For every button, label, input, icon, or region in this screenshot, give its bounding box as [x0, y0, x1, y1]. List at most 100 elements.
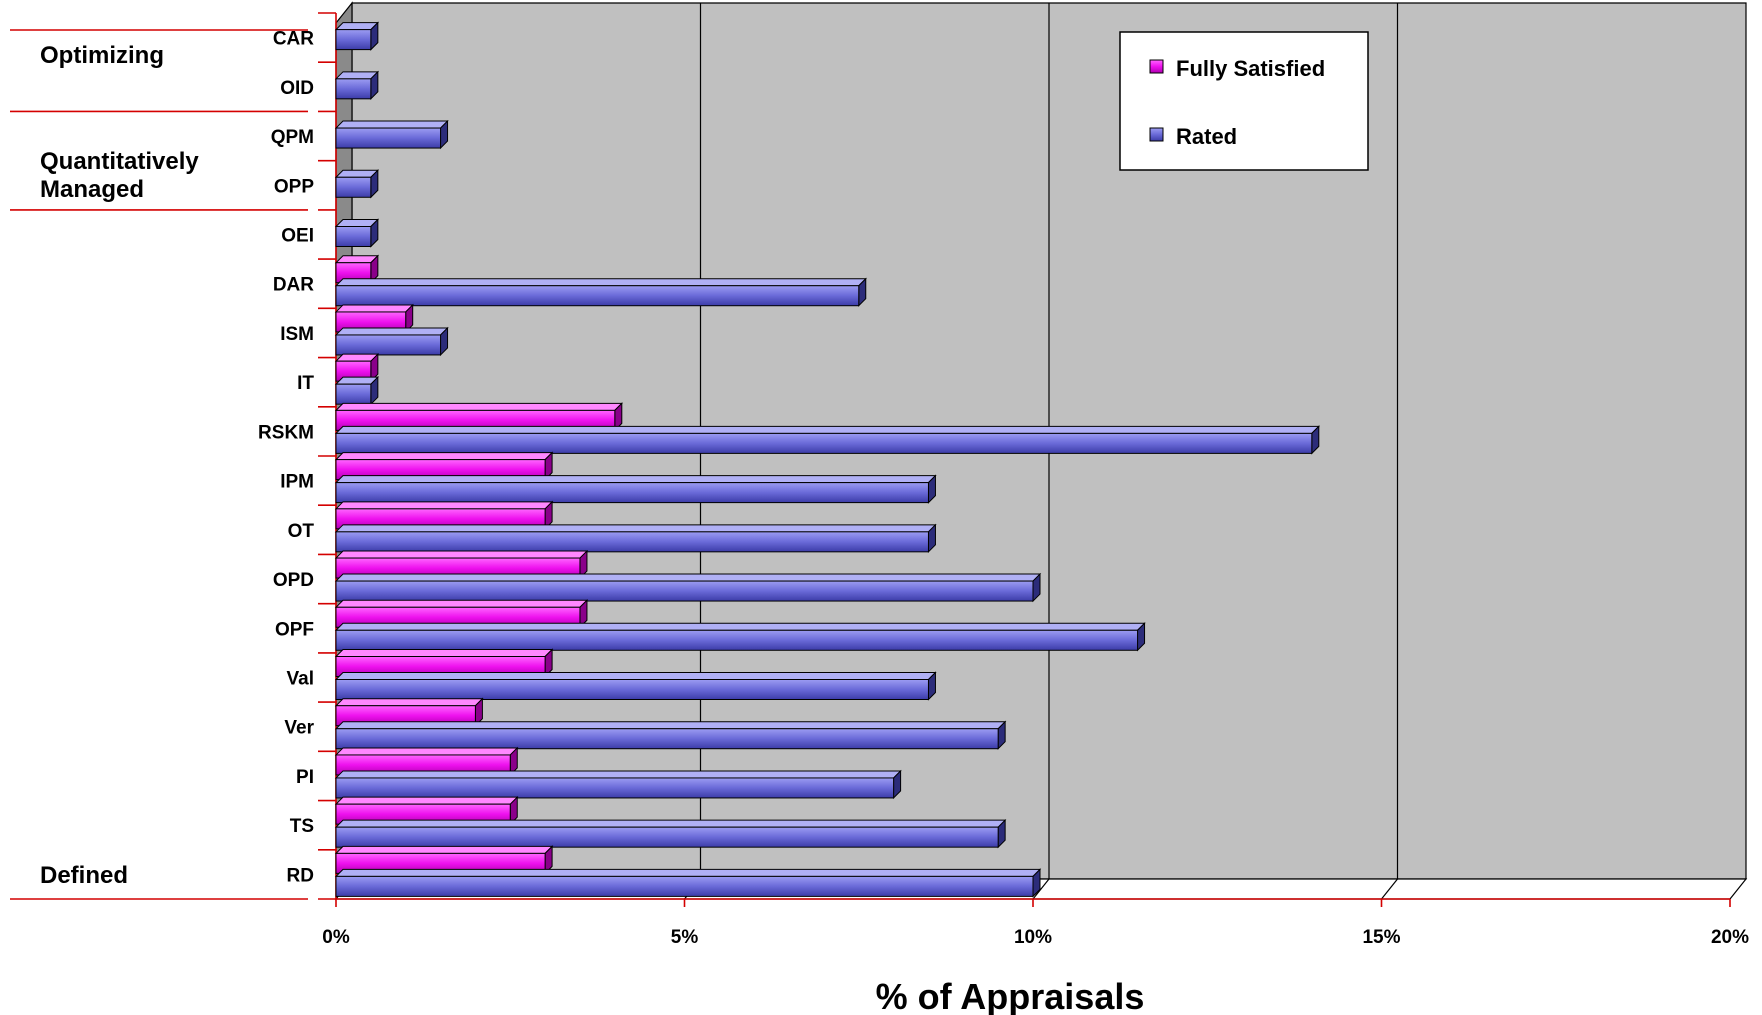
gridline-floor [1032, 878, 1050, 900]
category-label: CAR [273, 29, 314, 50]
group-label: Quantitatively [40, 148, 199, 175]
x-tick-label: 0% [322, 927, 350, 948]
bar-front-face [335, 29, 372, 51]
bar-front-face [335, 432, 1313, 454]
category-label: DAR [273, 275, 314, 296]
bar-front-face [335, 127, 442, 149]
bar-fully-satisfied-TS [334, 795, 519, 826]
bar-rated-OT [334, 523, 937, 554]
x-axis-title: % of Appraisals [876, 976, 1145, 1015]
gridline-floor [1381, 878, 1398, 900]
bar-top-face [334, 425, 1321, 434]
bar-fully-satisfied-IPM [334, 451, 554, 481]
bar-top-face [334, 819, 1007, 828]
bar-top-face [334, 524, 937, 533]
category-label: IPM [280, 472, 314, 493]
legend: Fully Satisfied Rated [1119, 31, 1369, 171]
bar-fully-satisfied-IT [334, 352, 380, 383]
bar-fully-satisfied-ISM [334, 303, 414, 334]
category-label: RSKM [258, 422, 314, 443]
x-tick-label: 10% [1014, 927, 1052, 948]
legend-label-fully-satisfied: Fully Satisfied [1176, 56, 1325, 81]
bar-fully-satisfied-RD [334, 845, 554, 875]
legend-swatch-fully-satisfied [1149, 59, 1164, 74]
bar-front-face [335, 629, 1139, 651]
bar-top-face [334, 796, 519, 805]
bar-rated-QPM [334, 119, 449, 150]
x-tick-label: 5% [671, 927, 699, 948]
bar-top-face [334, 120, 449, 129]
bar-front-face [335, 285, 860, 307]
bar-top-face [334, 573, 1042, 582]
bar-front-face [335, 226, 372, 247]
bar-rated-OID [334, 70, 380, 101]
bar-rated-Ver [334, 720, 1007, 750]
group-label: Defined [40, 862, 128, 889]
bar-front-face [335, 78, 372, 100]
bar-fully-satisfied-PI [334, 746, 519, 777]
bar-top-face [334, 672, 937, 680]
legend-box [1119, 31, 1369, 171]
bar-top-face [334, 770, 902, 779]
bar-front-face [335, 334, 442, 356]
bar-front-face [335, 531, 929, 553]
bar-rated-TS [334, 818, 1007, 849]
bar-top-face [334, 475, 937, 484]
bar-rated-DAR [334, 277, 867, 307]
category-label: QPM [271, 127, 314, 148]
bar-top-face [334, 402, 624, 411]
bar-top-face [334, 550, 589, 559]
x-tick-label: 20% [1711, 927, 1749, 948]
bar-rated-IPM [334, 474, 937, 504]
bar-rated-OPF [334, 622, 1146, 652]
bar-top-face [334, 622, 1146, 631]
bar-front-face [335, 826, 999, 848]
category-label: Val [287, 669, 314, 690]
category-label: TS [290, 816, 314, 837]
category-label: IT [297, 373, 314, 394]
category-label: OPF [275, 619, 314, 640]
bar-top-face [334, 304, 414, 313]
bar-top-face [334, 599, 589, 608]
bar-fully-satisfied-Val [334, 648, 554, 678]
bar-front-face [335, 580, 1034, 602]
bar-front-face [335, 482, 929, 504]
category-label: OPD [273, 570, 314, 591]
bar-top-face [334, 501, 554, 510]
category-label: OPP [274, 176, 314, 197]
bar-front-face [335, 383, 372, 405]
bar-top-face [334, 452, 554, 461]
x-tick-label: 15% [1362, 927, 1400, 948]
bar-top-face [334, 278, 867, 287]
category-label: OEI [281, 226, 314, 247]
bar-fully-satisfied-DAR [334, 254, 380, 284]
bar-rated-Val [334, 671, 937, 701]
category-label: OT [288, 521, 315, 542]
bar-front-face [335, 777, 895, 799]
bar-top-face [334, 868, 1042, 877]
bar-rated-ISM [334, 326, 449, 357]
bar-fully-satisfied-OPF [334, 599, 589, 629]
category-label: RD [287, 865, 314, 886]
bar-rated-OPP [334, 169, 380, 199]
bar-rated-OEI [334, 218, 380, 248]
bar-rated-CAR [334, 21, 380, 51]
bar-rated-PI [334, 769, 902, 800]
bar-top-face [334, 721, 1007, 730]
legend-swatch-rated [1149, 127, 1164, 142]
bar-top-face [334, 845, 554, 854]
bar-front-face [335, 728, 999, 750]
group-label: Optimizing [40, 42, 164, 69]
category-label: PI [296, 767, 314, 788]
category-label: Ver [284, 718, 314, 739]
category-label: OID [280, 78, 314, 99]
bar-top-face [334, 327, 449, 336]
bar-fully-satisfied-OPD [334, 549, 589, 580]
bar-front-face [335, 176, 372, 198]
bar-front-face [335, 875, 1034, 897]
category-label: ISM [280, 324, 314, 345]
group-label: Managed [40, 176, 144, 203]
legend-label-rated: Rated [1176, 124, 1237, 149]
bar-rated-RSKM [334, 425, 1321, 455]
